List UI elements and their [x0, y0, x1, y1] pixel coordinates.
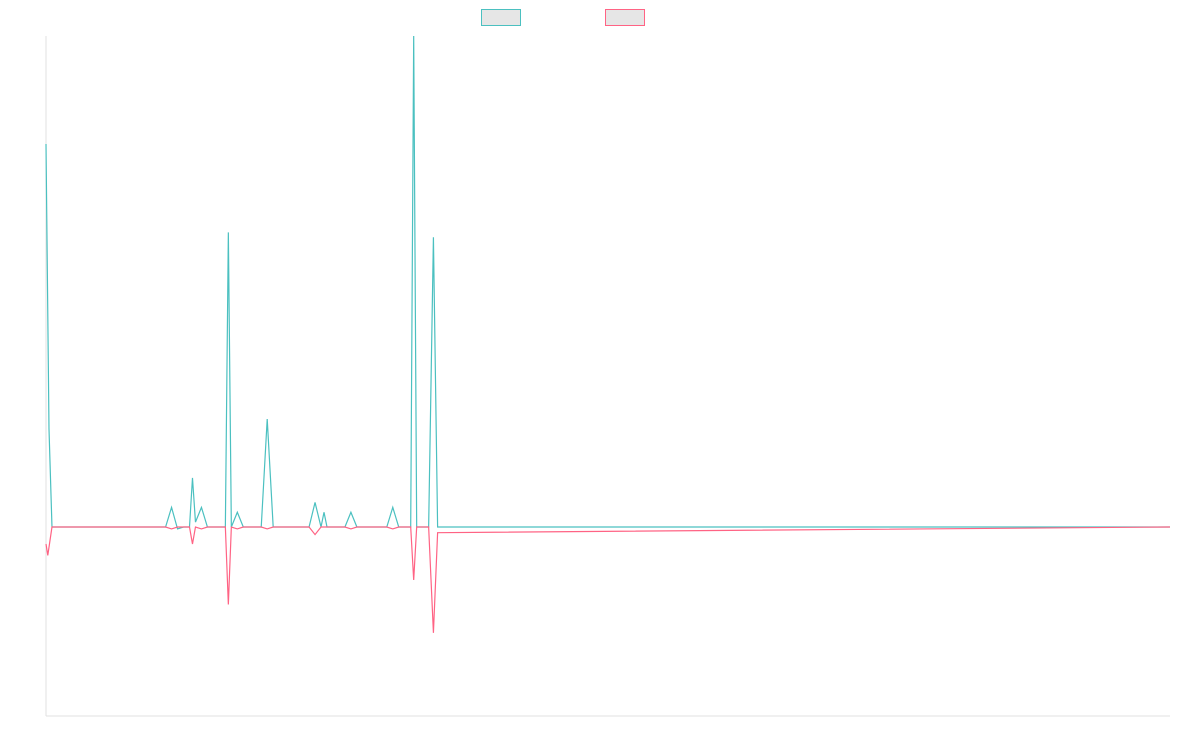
legend-swatch-1[interactable]: [481, 9, 521, 26]
chart-axes: [45, 36, 1170, 717]
chart-plot-area: [45, 35, 1171, 633]
chart-legend: [481, 9, 645, 26]
legend-swatch-2[interactable]: [605, 9, 645, 26]
series-line-2: [45, 526, 1171, 633]
series-line-1: [45, 35, 1170, 530]
